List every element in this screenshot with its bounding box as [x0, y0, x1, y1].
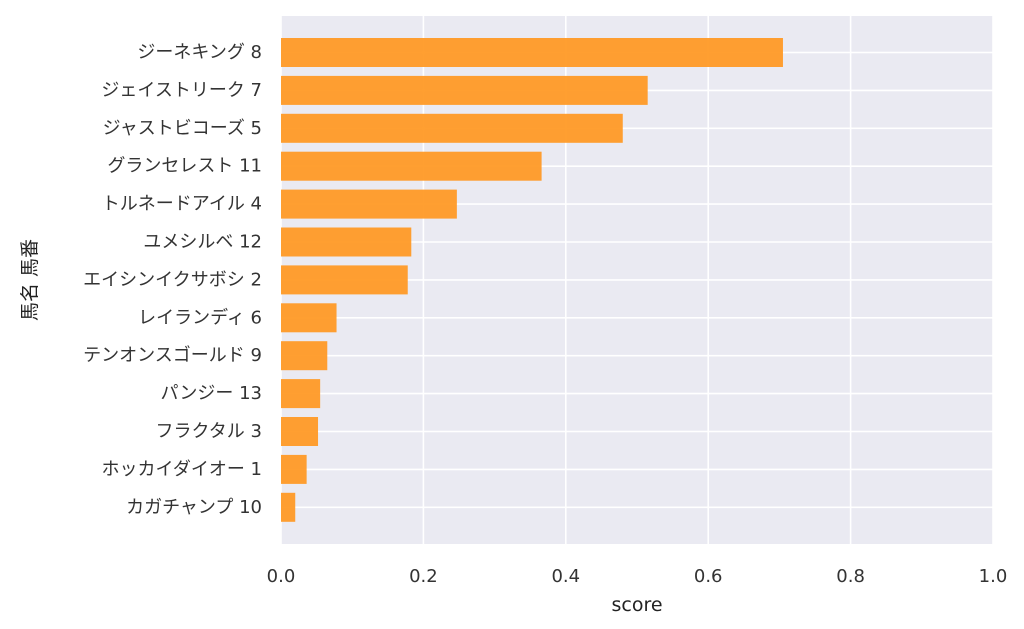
- x-tick-labels: 0.0 0.2 0.4 0.6 0.8 1.0: [267, 566, 1008, 587]
- x-tick-label: 0.0: [267, 566, 296, 587]
- y-tick-label: ジャストビコーズ 5: [103, 118, 262, 139]
- bar: [281, 341, 328, 371]
- bar: [281, 75, 648, 105]
- bars: [281, 38, 783, 522]
- bar: [281, 454, 307, 484]
- y-tick-label: ユメシルベ 12: [143, 232, 262, 253]
- y-tick-label: トルネードアイル 4: [102, 194, 262, 215]
- bar: [281, 227, 412, 257]
- y-axis-title: 馬名 馬番: [19, 239, 41, 321]
- y-tick-label: レイランディ 6: [138, 307, 262, 328]
- y-tick-label: グランセレスト 11: [107, 156, 262, 177]
- bar: [281, 492, 296, 522]
- bar: [281, 38, 783, 67]
- y-tick-label: エイシンイクサボシ 2: [83, 269, 262, 290]
- bar: [281, 113, 623, 143]
- x-tick-label: 0.4: [551, 566, 580, 587]
- x-tick-label: 0.8: [836, 566, 865, 587]
- y-tick-labels: ジーネキング 8 ジェイストリーク 7 ジャストビコーズ 5 グランセレスト 11 トル…: [83, 42, 262, 518]
- x-tick-label: 0.6: [694, 566, 723, 587]
- bar: [281, 303, 337, 333]
- y-tick-label: テンオンスゴールド 9: [83, 345, 262, 366]
- y-tick-label: ジーネキング 8: [137, 42, 262, 63]
- bar: [281, 265, 408, 295]
- bar: [281, 151, 542, 181]
- bar: [281, 417, 319, 446]
- x-tick-label: 1.0: [979, 566, 1008, 587]
- x-axis-title: score: [611, 594, 662, 616]
- x-tick-label: 0.2: [409, 566, 438, 587]
- y-tick-label: カガチャンプ 10: [126, 497, 262, 518]
- y-tick-label: ホッカイダイオー 1: [102, 459, 262, 480]
- y-tick-label: パンジー 13: [160, 383, 262, 404]
- bar: [281, 379, 321, 409]
- y-tick-label: フラクタル 3: [156, 421, 262, 442]
- y-tick-label: ジェイストリーク 7: [101, 80, 262, 101]
- bar: [281, 189, 457, 219]
